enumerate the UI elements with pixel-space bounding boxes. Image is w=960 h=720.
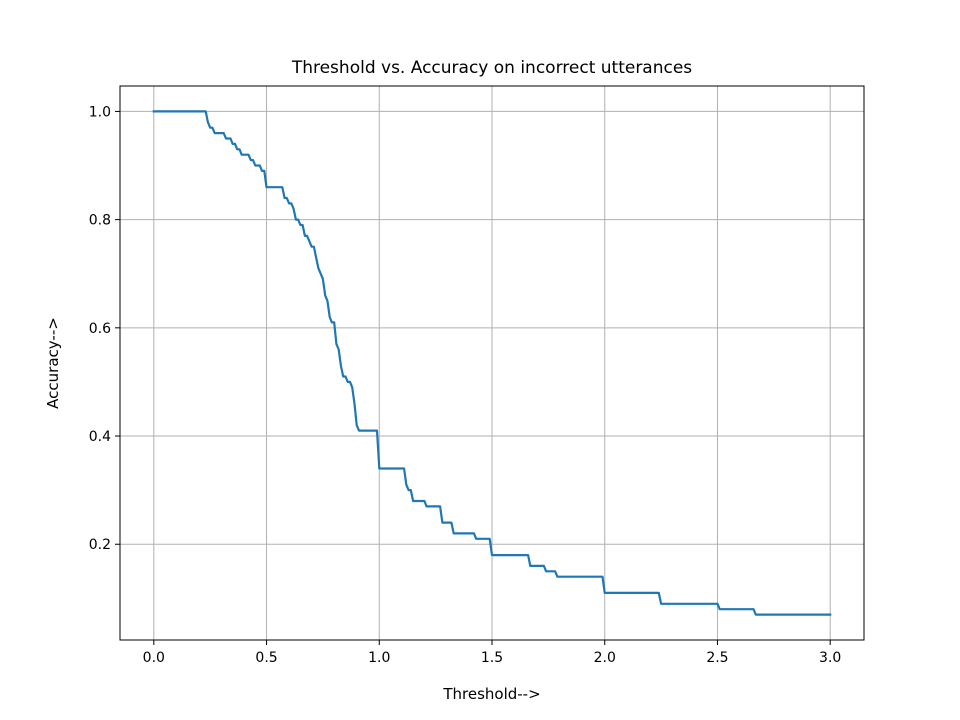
y-tick-label: 0.4	[89, 429, 111, 445]
x-tick-label: 3.0	[819, 650, 841, 666]
x-tick-label: 2.5	[706, 650, 728, 666]
axis-ticks: 0.0 0.5 1.0 1.5 2.0 2.5 3.0 0.2 0.4 0.6 0.8 1.0	[89, 104, 842, 666]
y-tick-label: 1.0	[89, 104, 111, 120]
series-line	[152, 110, 832, 616]
y-tick-label: 0.8	[89, 213, 111, 229]
y-axis-label: Accuracy-->	[44, 317, 62, 409]
x-tick-label: 1.0	[368, 650, 390, 666]
x-tick-label: 2.0	[594, 650, 616, 666]
chart-title: Threshold vs. Accuracy on incorrect utte…	[291, 58, 692, 78]
y-tick-label: 0.6	[89, 321, 111, 337]
x-tick-label: 0.0	[143, 650, 165, 666]
x-axis-label: Threshold-->	[442, 685, 540, 703]
x-tick-label: 1.5	[481, 650, 503, 666]
y-tick-label: 0.2	[89, 537, 111, 553]
grid-lines	[120, 86, 864, 640]
x-tick-label: 0.5	[255, 650, 277, 666]
